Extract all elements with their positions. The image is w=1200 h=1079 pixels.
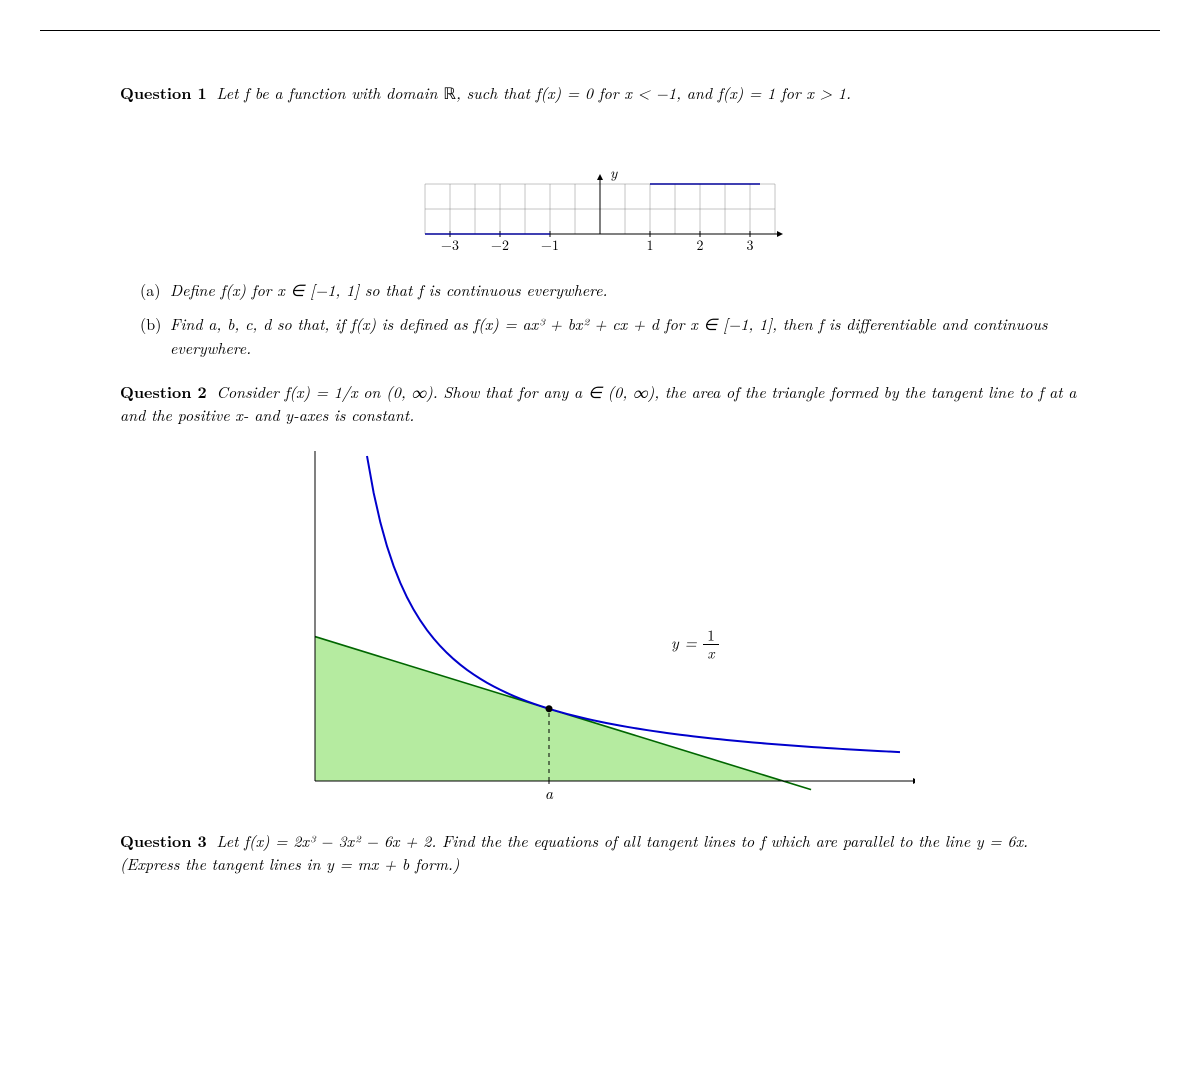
svg-text:x: x	[708, 642, 716, 663]
svg-text:y: y	[610, 162, 618, 183]
svg-text:a: a	[545, 781, 554, 804]
q1-chart: −3−2−1123yx	[415, 130, 785, 260]
q1a-text: Define f(x) for x ∈ [−1, 1] so that f is…	[170, 278, 607, 302]
svg-text:1: 1	[647, 235, 654, 255]
svg-text:y =: y =	[671, 630, 698, 653]
q2-chart: yxay =1x	[285, 451, 915, 811]
svg-text:−3: −3	[441, 235, 459, 255]
svg-text:2: 2	[697, 235, 704, 255]
q1-text: Let f be a function with domain ℝ, such …	[217, 81, 851, 104]
svg-text:−1: −1	[541, 235, 559, 255]
svg-text:−2: −2	[491, 235, 509, 255]
q3-label: Question 3	[120, 829, 207, 852]
q1b-text: Find a, b, c, d so that, if f(x) is defi…	[170, 312, 1080, 360]
q3-text: Let f(x) = 2x³ − 3x² − 6x + 2. Find the …	[120, 829, 1028, 875]
q1-label: Question 1	[120, 81, 207, 104]
q2-text: Consider f(x) = 1/x on (0, ∞). Show that…	[120, 380, 1077, 426]
q2-label: Question 2	[120, 380, 207, 403]
q1b-marker: (b)	[140, 312, 170, 360]
svg-text:3: 3	[747, 235, 754, 255]
svg-text:y: y	[301, 451, 310, 452]
q1a-marker: (a)	[140, 278, 170, 302]
